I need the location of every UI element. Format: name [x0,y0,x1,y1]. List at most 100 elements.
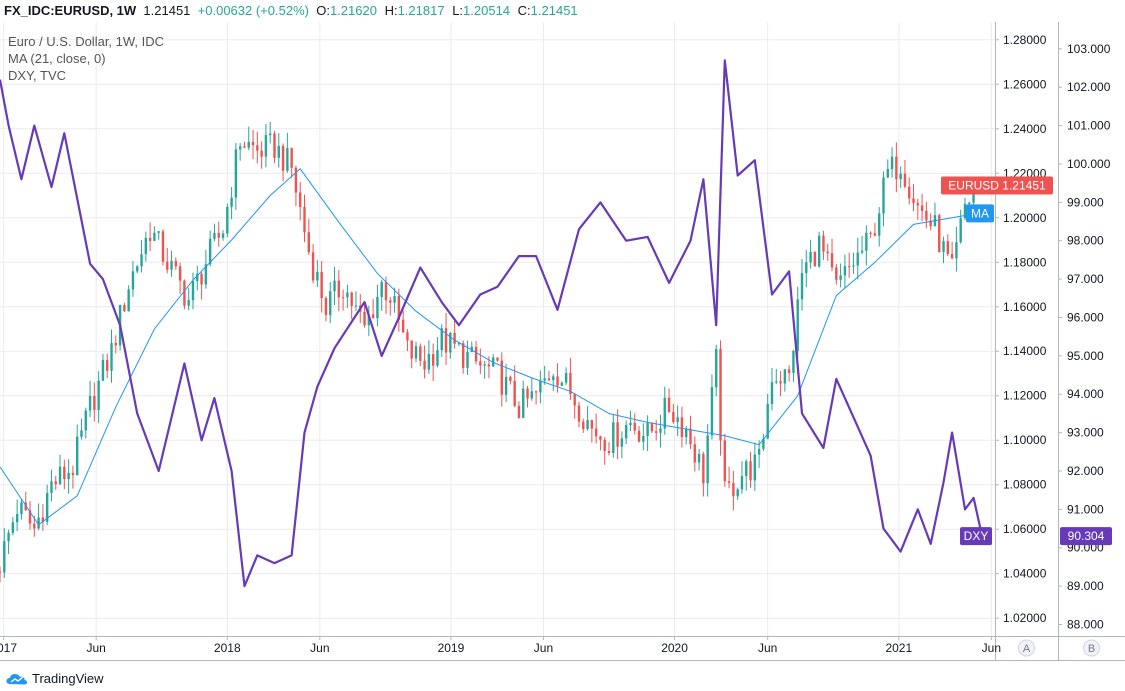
candle-body[interactable] [311,252,315,281]
candle-body[interactable] [612,422,615,454]
candle-body[interactable] [144,237,148,255]
candle-body[interactable] [719,348,722,441]
candle-body[interactable] [539,380,542,393]
candle-body[interactable] [406,332,409,341]
candle-body[interactable] [809,251,812,263]
candle-body[interactable] [376,296,379,319]
candle-body[interactable] [916,203,920,206]
candle-body[interactable] [316,271,319,281]
candle-body[interactable] [440,328,443,351]
candle-body[interactable] [783,369,787,384]
candle-body[interactable] [397,296,401,320]
candle-body[interactable] [950,253,954,259]
candle-body[interactable] [886,169,889,178]
candle-body[interactable] [217,232,220,238]
candle-body[interactable] [805,262,808,274]
candle-body[interactable] [50,481,53,493]
candle-body[interactable] [530,391,534,399]
candle-body[interactable] [543,378,546,381]
candle-body[interactable] [474,346,478,362]
candle-body[interactable] [148,237,152,241]
candle-body[interactable] [174,261,178,267]
candle-body[interactable] [594,428,598,437]
dxy-line[interactable] [0,59,984,588]
candle-body[interactable] [479,361,482,366]
candle-body[interactable] [526,388,529,399]
candle-body[interactable] [290,148,293,168]
candle-body[interactable] [204,264,208,285]
candle-body[interactable] [582,421,585,430]
candle-body[interactable] [221,233,225,238]
candle-body[interactable] [775,381,778,383]
candle-body[interactable] [461,343,465,368]
candle-body[interactable] [509,376,512,381]
candle-body[interactable] [329,291,332,315]
candle-body[interactable] [33,523,36,529]
candle-body[interactable] [672,411,675,423]
candle-body[interactable] [200,273,203,285]
price-chart[interactable]: 1.280001.260001.240001.220001.200001.180… [0,0,1125,668]
candle-body[interactable] [7,532,10,542]
candle-body[interactable] [97,380,100,410]
candle-body[interactable] [431,354,435,366]
candle-body[interactable] [93,395,96,410]
candle-body[interactable] [191,281,195,301]
candle-body[interactable] [243,146,246,148]
candle-body[interactable] [766,403,769,439]
candle-body[interactable] [166,261,169,270]
candle-body[interactable] [723,440,727,482]
candle-body[interactable] [423,360,426,370]
candle-body[interactable] [749,461,752,481]
candle-body[interactable] [226,206,229,234]
candle-body[interactable] [710,387,714,436]
candle-body[interactable] [513,380,516,406]
candle-body[interactable] [770,382,774,404]
candle-body[interactable] [882,177,885,214]
candle-body[interactable] [333,280,336,292]
candle-body[interactable] [294,167,298,193]
candle-body[interactable] [676,417,679,423]
candle-body[interactable] [762,438,765,449]
candle-body[interactable] [573,394,576,406]
candle-body[interactable] [45,492,49,522]
candle-body[interactable] [67,472,70,480]
candle-body[interactable] [826,251,829,254]
candle-body[interactable] [680,417,684,438]
candle-body[interactable] [307,232,310,253]
candle-body[interactable] [170,261,173,270]
candle-body[interactable] [500,360,503,395]
candle-body[interactable] [487,364,491,367]
candle-body[interactable] [547,378,551,381]
candle-body[interactable] [779,381,782,384]
candle-body[interactable] [899,173,902,180]
candle-body[interactable] [337,280,341,298]
candle-body[interactable] [54,481,57,485]
candle-body[interactable] [873,233,877,236]
candle-body[interactable] [830,253,834,268]
candle-body[interactable] [251,141,255,146]
legend-main-series[interactable]: Euro / U.S. Dollar, 1W, IDC [8,34,165,49]
candle-body[interactable] [599,436,602,440]
candle-body[interactable] [371,314,375,319]
candle-body[interactable] [380,281,383,297]
symbol-name[interactable]: FX_IDC:EURUSD, 1W [4,3,137,18]
candle-body[interactable] [183,280,186,306]
candle-body[interactable] [350,292,353,307]
candle-body[interactable] [153,232,156,241]
candle-body[interactable] [131,271,135,290]
candle-body[interactable] [123,305,126,312]
candle-body[interactable] [895,156,898,180]
candle-body[interactable] [140,254,143,267]
candle-body[interactable] [869,232,872,234]
candle-body[interactable] [483,364,486,366]
candle-body[interactable] [346,292,349,298]
candle-body[interactable] [753,454,757,481]
candle-body[interactable] [260,150,263,157]
candle-body[interactable] [607,450,611,454]
candle-body[interactable] [843,266,847,276]
candle-body[interactable] [427,354,431,370]
candle-body[interactable] [496,357,499,361]
candle-body[interactable] [637,430,641,442]
candle-body[interactable] [384,281,388,301]
candle-body[interactable] [968,202,971,204]
